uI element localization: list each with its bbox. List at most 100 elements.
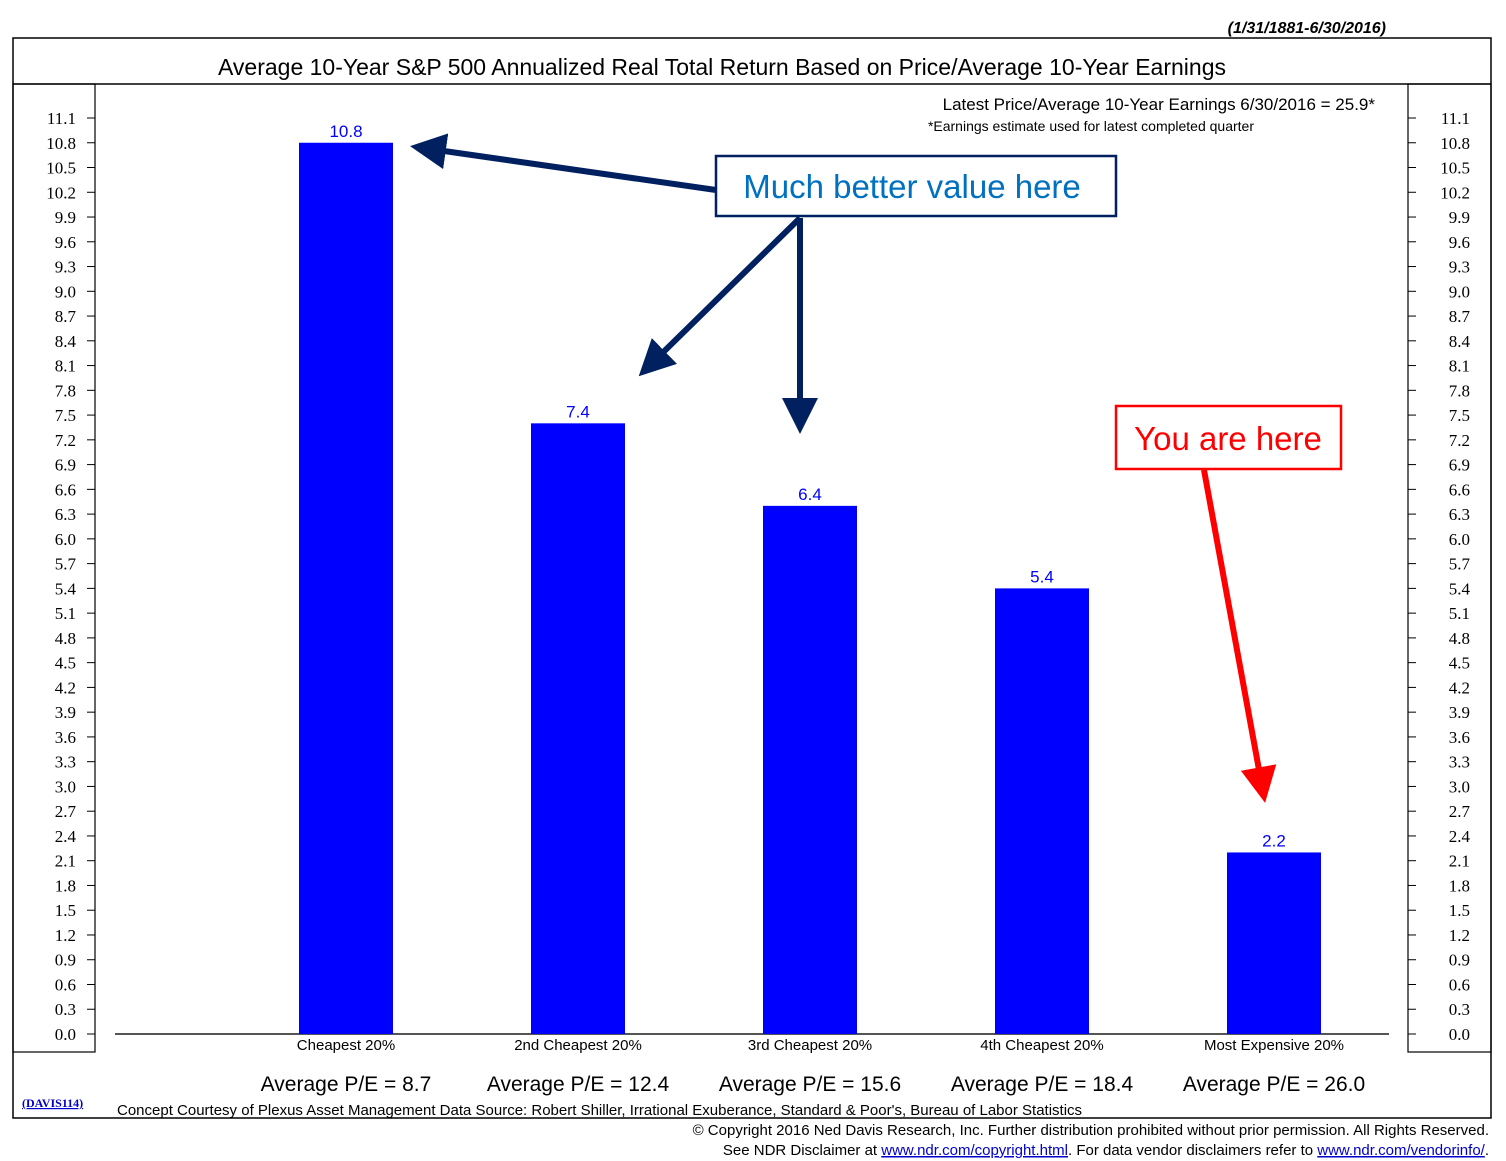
arrow-to-cheapest: [410, 133, 717, 193]
left-tick-label: 4.2: [55, 678, 76, 697]
bar-value-labels: 10.8 7.4 6.4 5.4 2.2: [329, 122, 1285, 851]
here-callout-text: You are here: [1134, 420, 1322, 457]
left-tick-label: 0.3: [55, 1000, 76, 1019]
right-tick-label: 4.8: [1449, 629, 1470, 648]
right-tick-label: 5.1: [1449, 604, 1470, 623]
bar: [299, 142, 393, 1034]
bar-value-label: 7.4: [566, 402, 590, 421]
left-tick-label: 5.7: [55, 555, 77, 574]
left-tick-label: 5.1: [55, 604, 76, 623]
pe-label: Average P/E = 12.4: [487, 1073, 670, 1096]
right-tick-label: 5.7: [1449, 555, 1471, 574]
left-tick-label: 1.8: [55, 876, 76, 895]
chart-code: (DAVIS114): [22, 1096, 83, 1110]
right-tick-label: 7.2: [1449, 431, 1470, 450]
bar-value-label: 5.4: [1030, 567, 1054, 586]
left-tick-label: 0.6: [55, 975, 76, 994]
left-tick-label: 9.6: [55, 233, 76, 252]
left-tick-label: 6.0: [55, 530, 76, 549]
left-tick-label: 8.4: [55, 332, 77, 351]
right-tick-label: 6.3: [1449, 505, 1470, 524]
copyright-link[interactable]: www.ndr.com/copyright.html: [880, 1142, 1068, 1159]
left-tick-label: 10.8: [46, 134, 76, 153]
left-tick-label: 8.7: [55, 307, 77, 326]
right-tick-label: 7.5: [1449, 406, 1470, 425]
left-tick-label: 3.9: [55, 703, 76, 722]
category-label: 3rd Cheapest 20%: [748, 1037, 872, 1054]
date-range: (1/31/1881-6/30/2016): [1228, 20, 1386, 37]
left-tick-label: 7.8: [55, 381, 76, 400]
left-tick-label: 9.9: [55, 208, 76, 227]
here-callout-box: [1114, 404, 1343, 471]
right-tick-label: 1.5: [1449, 901, 1470, 920]
right-tick-label: 9.0: [1449, 282, 1470, 301]
left-tick-label: 2.1: [55, 852, 76, 871]
right-tick-label: 4.5: [1449, 654, 1470, 673]
bar: [995, 588, 1089, 1034]
left-tick-label: 1.2: [55, 926, 76, 945]
right-tick-label: 6.9: [1449, 456, 1470, 475]
bar: [1227, 852, 1321, 1034]
disclaimer-suffix: .: [1485, 1142, 1489, 1159]
right-tick-label: 6.6: [1449, 480, 1470, 499]
right-tick-label: 3.3: [1449, 753, 1470, 772]
pe-label: Average P/E = 26.0: [1183, 1073, 1365, 1096]
value-callout-text: Much better value here: [743, 168, 1081, 205]
right-tick-label: 9.6: [1449, 233, 1470, 252]
left-y-axis: 0.0 0.3 0.6 0.9 1.2 1.5 1.8 2.1 2.4 2.7 3.0 3.3 3.6 3…: [46, 109, 95, 1044]
right-tick-label: 9.9: [1449, 208, 1470, 227]
left-tick-label: 8.1: [55, 357, 76, 376]
right-tick-label: 2.4: [1449, 827, 1471, 846]
right-tick-label: 8.7: [1449, 307, 1471, 326]
left-tick-label: 2.4: [55, 827, 77, 846]
left-tick-label: 2.7: [55, 802, 77, 821]
copyright: © Copyright 2016 Ned Davis Research, Inc…: [693, 1122, 1489, 1139]
left-tick-label: 0.9: [55, 951, 76, 970]
left-tick-label: 1.5: [55, 901, 76, 920]
right-tick-label: 9.3: [1449, 258, 1470, 277]
disclaimer-prefix: See NDR Disclaimer at: [723, 1142, 881, 1159]
right-tick-label: 5.4: [1449, 579, 1471, 598]
right-tick-label: 1.8: [1449, 876, 1470, 895]
category-labels: Cheapest 20% 2nd Cheapest 20% 3rd Cheapest…: [297, 1037, 1344, 1054]
disclaimer: See NDR Disclaimer at www.ndr.com/copyri…: [723, 1142, 1489, 1159]
left-tick-label: 11.1: [47, 109, 76, 128]
vendorinfo-link[interactable]: www.ndr.com/vendorinfo/: [1316, 1142, 1485, 1159]
left-tick-label: 7.2: [55, 431, 76, 450]
category-label: Cheapest 20%: [297, 1037, 395, 1054]
value-callout-arrows: [410, 133, 818, 434]
bar-value-label: 6.4: [798, 485, 822, 504]
right-tick-label: 0.0: [1449, 1025, 1470, 1044]
arrow-to-most-expensive: [1201, 469, 1277, 803]
left-tick-label: 3.0: [55, 777, 76, 796]
right-axis-panel: [1407, 83, 1492, 1053]
right-tick-label: 11.1: [1441, 109, 1470, 128]
right-tick-label: 0.6: [1449, 975, 1470, 994]
right-tick-label: 2.1: [1449, 852, 1470, 871]
data-source: Concept Courtesy of Plexus Asset Managem…: [117, 1102, 1082, 1119]
right-tick-label: 7.8: [1449, 381, 1470, 400]
pe-labels: Average P/E = 8.7 Average P/E = 12.4 Avera…: [261, 1073, 1365, 1096]
left-tick-label: 9.0: [55, 282, 76, 301]
value-callout-box: [714, 154, 1118, 218]
left-tick-label: 5.4: [55, 579, 77, 598]
left-tick-label: 7.5: [55, 406, 76, 425]
pe-label: Average P/E = 8.7: [261, 1073, 432, 1096]
right-tick-label: 0.3: [1449, 1000, 1470, 1019]
right-tick-label: 1.2: [1449, 926, 1470, 945]
category-label: Most Expensive 20%: [1204, 1037, 1344, 1054]
left-tick-label: 6.9: [55, 456, 76, 475]
left-tick-label: 6.6: [55, 480, 76, 499]
left-tick-label: 3.3: [55, 753, 76, 772]
right-tick-label: 10.2: [1440, 183, 1470, 202]
left-tick-label: 6.3: [55, 505, 76, 524]
right-tick-label: 10.8: [1440, 134, 1470, 153]
left-tick-label: 9.3: [55, 258, 76, 277]
pe-label: Average P/E = 18.4: [951, 1073, 1134, 1096]
right-tick-label: 4.2: [1449, 678, 1470, 697]
left-tick-label: 3.6: [55, 728, 76, 747]
right-tick-label: 8.4: [1449, 332, 1471, 351]
chart-subtitle: Latest Price/Average 10-Year Earnings 6/…: [943, 95, 1376, 114]
right-tick-label: 6.0: [1449, 530, 1470, 549]
